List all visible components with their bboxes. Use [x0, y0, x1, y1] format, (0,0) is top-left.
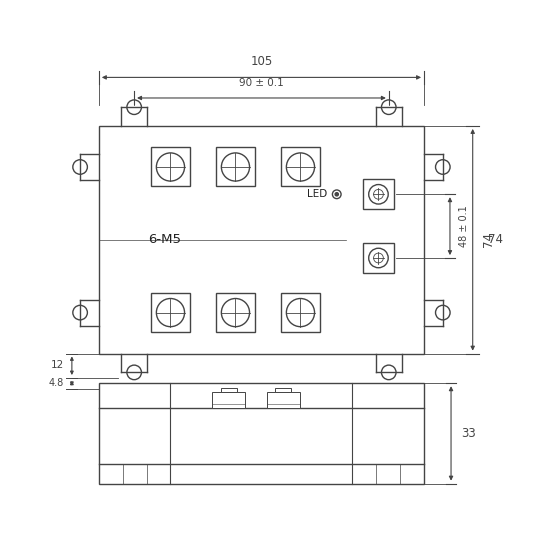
Bar — [267, 392, 300, 409]
Bar — [364, 243, 394, 273]
Circle shape — [335, 192, 338, 196]
Text: 74: 74 — [488, 233, 503, 246]
Bar — [151, 147, 190, 186]
Text: 6-M5: 6-M5 — [148, 233, 181, 246]
Bar — [216, 147, 255, 186]
Text: 105: 105 — [250, 54, 273, 68]
Text: 74: 74 — [482, 232, 496, 248]
Text: 12: 12 — [51, 360, 64, 371]
Text: 48 ± 0.1: 48 ± 0.1 — [459, 205, 469, 247]
Text: 4.8: 4.8 — [48, 378, 64, 388]
Bar — [221, 388, 237, 392]
Bar — [212, 392, 245, 409]
Bar — [99, 383, 424, 483]
Bar — [364, 179, 394, 210]
Bar — [216, 293, 255, 332]
Bar — [281, 147, 320, 186]
Bar — [275, 388, 292, 392]
Text: 90 ± 0.1: 90 ± 0.1 — [239, 78, 284, 88]
Text: 33: 33 — [461, 427, 476, 440]
Text: LED: LED — [307, 189, 327, 199]
Bar — [99, 126, 424, 354]
Bar — [151, 293, 190, 332]
Bar — [281, 293, 320, 332]
